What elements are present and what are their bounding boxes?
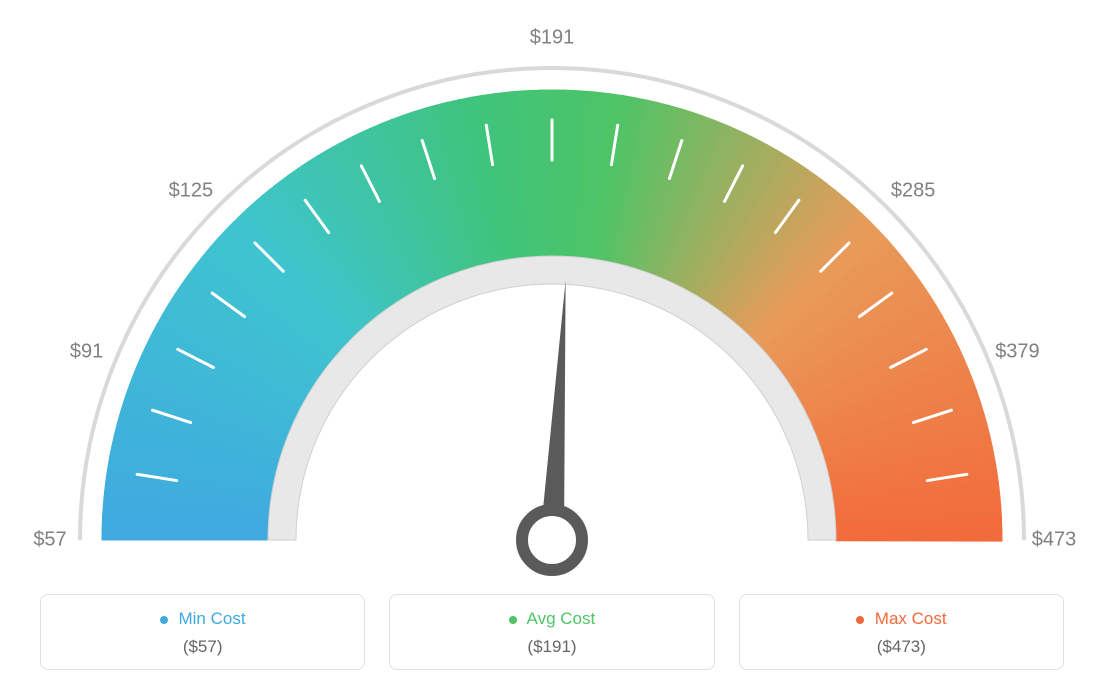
legend-value-avg: ($191) — [400, 637, 703, 657]
gauge-area: $57 $91 $125 $191 $285 $379 $473 — [0, 0, 1104, 580]
dot-icon — [509, 616, 517, 624]
gauge-svg — [0, 0, 1104, 580]
dot-icon — [160, 616, 168, 624]
legend-row: Min Cost ($57) Avg Cost ($191) Max Cost … — [40, 594, 1064, 670]
gauge-tick-label: $285 — [891, 180, 936, 203]
gauge-tick-label: $57 — [33, 529, 66, 552]
legend-label: Min Cost — [178, 609, 245, 628]
legend-value-max: ($473) — [750, 637, 1053, 657]
legend-title-avg: Avg Cost — [400, 609, 703, 629]
legend-card-max: Max Cost ($473) — [739, 594, 1064, 670]
gauge-tick-label: $191 — [530, 27, 575, 50]
gauge-tick-label: $91 — [70, 340, 103, 363]
gauge-tick-label: $125 — [169, 180, 214, 203]
legend-title-min: Min Cost — [51, 609, 354, 629]
legend-label: Max Cost — [875, 609, 947, 628]
gauge-tick-label: $379 — [995, 340, 1040, 363]
dot-icon — [856, 616, 864, 624]
gauge-tick-label: $473 — [1032, 529, 1077, 552]
legend-title-max: Max Cost — [750, 609, 1053, 629]
legend-value-min: ($57) — [51, 637, 354, 657]
legend-card-avg: Avg Cost ($191) — [389, 594, 714, 670]
legend-card-min: Min Cost ($57) — [40, 594, 365, 670]
cost-gauge-chart: $57 $91 $125 $191 $285 $379 $473 Min Cost ($57… — [0, 0, 1104, 690]
legend-label: Avg Cost — [527, 609, 596, 628]
